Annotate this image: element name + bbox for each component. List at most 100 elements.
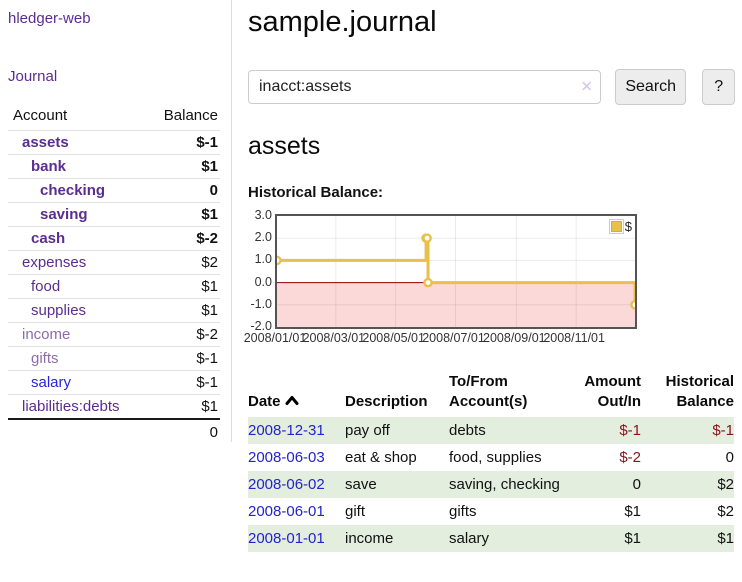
transaction-description: eat & shop <box>345 449 417 466</box>
chart-y-tick-label: 3.0 <box>254 208 272 222</box>
chart-x-tick-label: 2008/09/01 <box>483 331 546 345</box>
chart-y-tick-label: 0.0 <box>254 274 272 289</box>
account-balance: $-1 <box>145 370 220 395</box>
chart-title: Historical Balance: <box>248 184 384 201</box>
transaction-description: income <box>345 530 394 547</box>
transaction-balance: $2 <box>717 503 734 520</box>
accounts-total-value: 0 <box>145 418 220 445</box>
transaction-description: pay off <box>345 422 390 439</box>
account-link[interactable]: assets <box>22 134 69 151</box>
transaction-balance: $1 <box>717 530 734 547</box>
sort-ascending-icon <box>285 396 299 405</box>
account-link[interactable]: expenses <box>22 254 87 271</box>
account-link[interactable]: bank <box>31 158 67 175</box>
transaction-amount: $-2 <box>619 449 641 466</box>
account-row: gifts $-1 <box>8 346 220 371</box>
chart-x-tick-label: 2008/07/01 <box>422 331 485 345</box>
chart-x-tick-label: 2008/03/01 <box>302 331 366 345</box>
account-row: income $-2 <box>8 322 220 347</box>
account-row: supplies $1 <box>8 298 220 323</box>
account-row: expenses $2 <box>8 250 220 275</box>
account-balance: $1 <box>145 394 220 419</box>
legend-label: $ <box>624 219 632 234</box>
register-row: 2008-01-01 income salary $1 $1 <box>248 525 734 552</box>
legend-swatch <box>608 219 624 234</box>
transaction-balance: $-1 <box>712 422 734 439</box>
register-header-description: Description <box>345 393 428 410</box>
account-link[interactable]: cash <box>31 230 66 247</box>
account-balance: $1 <box>145 274 220 299</box>
transaction-description: gift <box>345 503 366 520</box>
register-table: Date Description To/From Account(s) Amoun… <box>248 370 734 552</box>
search-row: ✕ Search ? <box>248 69 736 105</box>
transaction-accounts: salary <box>449 530 490 547</box>
transaction-date-link[interactable]: 2008-01-01 <box>248 530 325 547</box>
account-link[interactable]: income <box>22 326 71 343</box>
account-balance: $-2 <box>145 322 220 347</box>
account-link[interactable]: food <box>31 278 61 295</box>
search-input[interactable] <box>248 70 601 104</box>
transaction-balance: 0 <box>725 449 734 466</box>
register-header-date[interactable]: Date <box>248 370 345 417</box>
register-row: 2008-12-31 pay off debts $-1 $-1 <box>248 417 734 444</box>
register-header-balance: Historical Balance <box>665 373 734 410</box>
transaction-accounts: gifts <box>449 503 477 520</box>
chart-x-tick-label: 2008/11/01 <box>543 331 605 345</box>
account-row: assets $-1 <box>8 130 220 155</box>
transaction-description: save <box>345 476 377 493</box>
transaction-amount: $1 <box>624 530 641 547</box>
account-balance: $-2 <box>145 226 220 251</box>
chart-x-tick-label: 2008/05/01 <box>362 331 425 345</box>
transaction-amount: 0 <box>632 476 641 493</box>
transaction-accounts: food, supplies <box>449 449 542 466</box>
page-title: sample.journal <box>248 6 437 38</box>
account-row: salary $-1 <box>8 370 220 395</box>
account-row: food $1 <box>8 274 220 299</box>
account-balance: $1 <box>145 202 220 227</box>
account-row: cash $-2 <box>8 226 220 251</box>
account-link[interactable]: liabilities:debts <box>22 398 120 415</box>
register-header-row: Date Description To/From Account(s) Amoun… <box>248 370 734 417</box>
accounts-header-balance: Balance <box>163 107 218 124</box>
transaction-date-link[interactable]: 2008-06-01 <box>248 503 325 520</box>
search-button[interactable]: Search <box>614 69 687 105</box>
accounts-header-account: Account <box>13 107 68 124</box>
chart-y-tick-label: -2.0 <box>250 319 272 333</box>
chart-y-tick-label: -1.0 <box>250 296 272 311</box>
search-box: ✕ <box>248 70 601 104</box>
transaction-date-link[interactable]: 2008-06-03 <box>248 449 325 466</box>
account-heading: assets <box>248 132 321 160</box>
chart-y-tick-label: 2.0 <box>254 230 272 245</box>
account-link[interactable]: saving <box>40 206 88 223</box>
account-balance: $1 <box>145 154 220 179</box>
account-balance: $-1 <box>145 346 220 371</box>
main-content: sample.journal ✕ Search ? assets Histori… <box>244 0 736 552</box>
app-title-link[interactable]: hledger-web <box>8 10 91 27</box>
chart-x-tick-label: 2008/01/01 <box>243 331 307 345</box>
accounts-header-row: Account Balance <box>8 104 220 131</box>
accounts-total-row: 0 <box>8 418 220 445</box>
transaction-accounts: saving, checking <box>449 476 560 493</box>
account-link[interactable]: supplies <box>31 302 87 319</box>
historical-balance-chart: 3.0 2.0 1.0 0.0 -1.0 -2.0 $ 2008/01/01 2008/03… <box>244 208 735 348</box>
clear-search-icon[interactable]: ✕ <box>580 78 593 96</box>
account-row: checking 0 <box>8 178 220 203</box>
register-header-accounts: To/From Account(s) <box>449 373 528 410</box>
accounts-table: Account Balance assets $-1 bank $1 check… <box>8 104 220 445</box>
account-link[interactable]: gifts <box>31 350 59 367</box>
account-row: saving $1 <box>8 202 220 227</box>
chart-plot[interactable]: $ <box>275 214 637 329</box>
transaction-balance: $2 <box>717 476 734 493</box>
transaction-amount: $1 <box>624 503 641 520</box>
chart-y-tick-label: 1.0 <box>254 252 272 267</box>
transaction-date-link[interactable]: 2008-06-02 <box>248 476 325 493</box>
account-link[interactable]: salary <box>31 374 72 391</box>
register-row: 2008-06-02 save saving, checking 0 $2 <box>248 471 734 498</box>
account-link[interactable]: checking <box>40 182 106 199</box>
account-row: liabilities:debts $1 <box>8 394 220 419</box>
help-button[interactable]: ? <box>702 69 736 105</box>
register-row: 2008-06-01 gift gifts $1 $2 <box>248 498 734 525</box>
transaction-date-link[interactable]: 2008-12-31 <box>248 422 325 439</box>
sidebar-item-journal[interactable]: Journal <box>8 68 58 85</box>
account-balance: $1 <box>145 298 220 323</box>
